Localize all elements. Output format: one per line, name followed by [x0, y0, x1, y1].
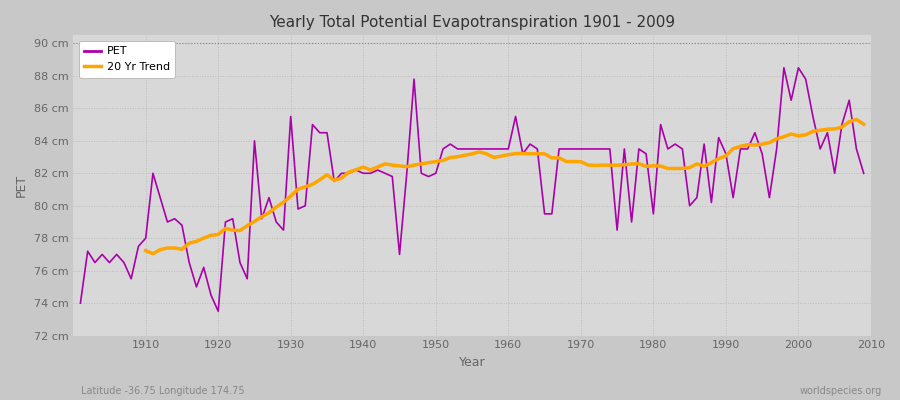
- Text: Latitude -36.75 Longitude 174.75: Latitude -36.75 Longitude 174.75: [81, 386, 245, 396]
- X-axis label: Year: Year: [459, 356, 485, 369]
- Title: Yearly Total Potential Evapotranspiration 1901 - 2009: Yearly Total Potential Evapotranspiratio…: [269, 15, 675, 30]
- Text: worldspecies.org: worldspecies.org: [800, 386, 882, 396]
- Legend: PET, 20 Yr Trend: PET, 20 Yr Trend: [78, 41, 176, 78]
- Y-axis label: PET: PET: [15, 174, 28, 197]
